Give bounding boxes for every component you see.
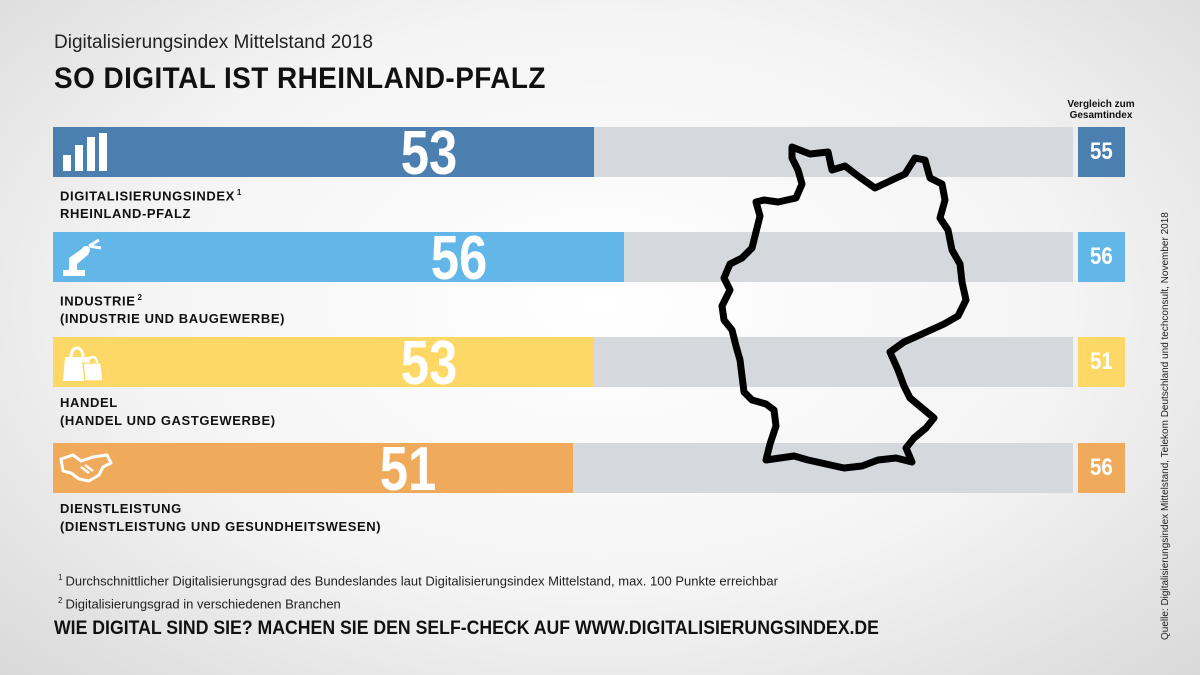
bar: 53 xyxy=(53,333,594,395)
comparison-value-label: 55 xyxy=(1090,138,1113,165)
footnote-2-text: Digitalisierungsgrad in verschiedenen Br… xyxy=(65,596,341,612)
category-name: HANDEL xyxy=(60,395,118,410)
bar: 56 xyxy=(53,228,624,290)
footnote-1-text: Durchschnittlicher Digitalisierungsgrad … xyxy=(65,573,778,589)
footnote-2-mark: 2 xyxy=(58,596,63,606)
call-to-action: WIE DIGITAL SIND SIE? MACHEN SIE DEN SEL… xyxy=(54,618,879,639)
category-label: HANDEL (HANDEL UND GASTGEWERBE) xyxy=(60,394,276,430)
comparison-header-line1: Vergleich zum xyxy=(1067,99,1135,110)
comparison-header-line2: Gesamtindex xyxy=(1069,110,1133,121)
comparison-value-label: 56 xyxy=(1090,454,1113,481)
bar-value-label: 56 xyxy=(430,224,488,293)
bar-track: 51 xyxy=(53,439,1073,501)
footnote-mark: 1 xyxy=(236,188,242,197)
comparison-value-box: 51 xyxy=(1078,337,1125,387)
comparison-value-box: 56 xyxy=(1078,232,1125,282)
category-label: DIENSTLEISTUNG (DIENSTLEISTUNG UND GESUND… xyxy=(60,500,381,536)
source-note: Quelle: Digitalisierungsindex Mittelstan… xyxy=(1160,212,1171,640)
category-label-line1: INDUSTRIE 2 xyxy=(60,289,285,310)
bar-value-label: 51 xyxy=(379,435,437,504)
category-name: DIENSTLEISTUNG xyxy=(60,501,182,516)
footnotes: 1 Durchschnittlicher Digitalisierungsgrad… xyxy=(58,568,778,615)
robot-arm-icon xyxy=(59,236,113,278)
footnote-1: 1 Durchschnittlicher Digitalisierungsgrad… xyxy=(58,568,778,591)
footnote-2: 2 Digitalisierungsgrad in verschiedenen B… xyxy=(58,591,778,614)
footnote-1-mark: 1 xyxy=(58,573,63,582)
footnote-mark: 2 xyxy=(137,293,143,302)
comparison-value-box: 55 xyxy=(1078,127,1125,177)
germany-outline-icon xyxy=(718,143,970,472)
bar-track: 53 xyxy=(53,123,1073,185)
shopping-bags-icon xyxy=(59,341,113,383)
category-label: DIGITALISIERUNGSINDEX 1 RHEINLAND-PFALZ xyxy=(60,184,242,223)
comparison-value-box: 56 xyxy=(1078,443,1125,493)
category-label-line1: DIGITALISIERUNGSINDEX 1 xyxy=(60,184,242,205)
subtitle: Digitalisierungsindex Mittelstand 2018 xyxy=(54,32,373,53)
category-name: DIGITALISIERUNGSINDEX xyxy=(60,188,235,204)
category-label: INDUSTRIE 2 (INDUSTRIE UND BAUGEWERBE) xyxy=(60,289,285,328)
category-name: INDUSTRIE xyxy=(60,293,136,309)
bar-value-label: 53 xyxy=(400,329,458,398)
category-label-line2: (INDUSTRIE UND BAUGEWERBE) xyxy=(60,311,286,327)
comparison-header: Vergleich zum Gesamtindex xyxy=(1062,99,1140,121)
category-label-line2: RHEINLAND-PFALZ xyxy=(60,206,192,222)
category-label-line2: (DIENSTLEISTUNG UND GESUNDHEITSWESEN) xyxy=(60,519,382,534)
bar: 53 xyxy=(53,123,594,185)
category-label-line2: (HANDEL UND GASTGEWERBE) xyxy=(60,413,276,428)
comparison-value-label: 56 xyxy=(1090,243,1113,270)
handshake-icon xyxy=(59,447,113,489)
bar-value-label: 53 xyxy=(400,119,458,188)
bar: 51 xyxy=(53,439,573,501)
bar-chart-icon xyxy=(59,131,113,173)
category-label-line1: HANDEL xyxy=(60,394,276,412)
page-title: SO DIGITAL IST RHEINLAND-PFALZ xyxy=(54,62,546,95)
bar-track: 56 xyxy=(53,228,1073,290)
comparison-value-label: 51 xyxy=(1090,348,1113,375)
category-label-line1: DIENSTLEISTUNG xyxy=(60,500,381,518)
